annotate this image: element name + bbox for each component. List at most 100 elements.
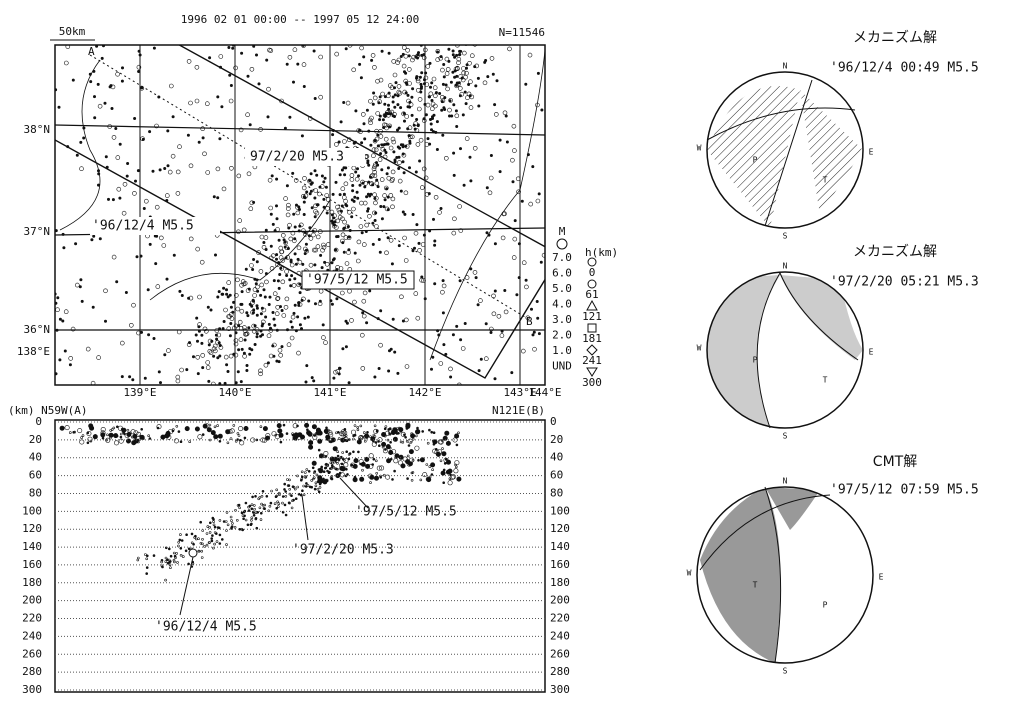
map-dot xyxy=(378,95,382,99)
map-dot xyxy=(347,288,352,294)
section-dot xyxy=(286,478,289,481)
section-dot xyxy=(454,465,458,469)
map-dot xyxy=(359,200,364,206)
section-dot xyxy=(218,439,222,443)
map-dot xyxy=(449,375,453,379)
map-dot xyxy=(454,65,460,71)
map-dot xyxy=(285,273,289,277)
map-dot xyxy=(118,196,122,200)
section-dot xyxy=(385,444,391,450)
map-dot xyxy=(460,346,466,351)
map-dot xyxy=(411,249,415,253)
map-dot xyxy=(225,288,229,292)
map-dot xyxy=(321,335,326,340)
map-dot xyxy=(536,316,540,320)
section-dot xyxy=(126,428,130,432)
depth-label: 40 xyxy=(29,451,42,464)
map-dot xyxy=(440,289,445,295)
map-dot xyxy=(109,84,113,88)
depth-label: 0 xyxy=(35,415,42,428)
map-dot xyxy=(504,114,508,118)
map-dot xyxy=(304,242,308,246)
nodal-plane xyxy=(706,79,856,227)
map-dot xyxy=(366,161,370,165)
map-dot xyxy=(464,70,469,76)
map-dot xyxy=(194,333,198,337)
section-dot xyxy=(304,485,308,488)
map-dot xyxy=(454,113,460,119)
section-dot xyxy=(215,540,219,543)
map-dot xyxy=(71,78,75,82)
legend-title: M xyxy=(559,225,566,238)
section-dot xyxy=(304,475,308,479)
map-dot xyxy=(438,92,442,96)
map-dot xyxy=(68,363,72,367)
map-dot xyxy=(247,287,251,291)
legend-symbol xyxy=(587,257,597,267)
section-dot xyxy=(203,544,206,548)
section-dot xyxy=(260,437,266,443)
section-dot xyxy=(120,427,124,431)
section-dot xyxy=(377,444,381,448)
map-dot xyxy=(289,320,293,324)
section-dot xyxy=(185,533,188,537)
map-dot xyxy=(239,282,244,288)
map-dot xyxy=(360,112,366,117)
section-dot xyxy=(299,434,305,440)
section-dot xyxy=(86,430,92,436)
legend-symbol xyxy=(556,238,568,250)
map-dot xyxy=(310,376,314,380)
map-dot xyxy=(371,242,375,246)
section-dot xyxy=(388,446,392,450)
map-dot xyxy=(365,108,369,112)
section-dot xyxy=(399,440,403,444)
map-dot xyxy=(115,155,121,160)
map-dot xyxy=(332,376,336,380)
map-dot xyxy=(268,326,272,330)
section-dot xyxy=(201,529,204,532)
map-dot xyxy=(401,52,405,56)
map-dot xyxy=(420,71,424,75)
section-frame xyxy=(54,419,546,693)
map-dot xyxy=(245,363,249,367)
section-dot xyxy=(276,500,279,504)
depth-label: 240 xyxy=(22,629,42,642)
cross-section: (km) N59W(A) N121E(B) '97/5/12 M5.5 '97/… xyxy=(8,404,570,696)
section-dot xyxy=(372,457,376,461)
map-dot xyxy=(414,76,418,80)
section-dot xyxy=(406,454,410,458)
lon-label: 143°E xyxy=(503,386,536,399)
section-dot xyxy=(364,456,370,462)
map-dot xyxy=(434,91,438,95)
map-dot xyxy=(529,307,533,311)
section-dot xyxy=(381,441,387,447)
map-dot xyxy=(379,143,384,149)
section-dot xyxy=(389,440,392,444)
section-dot xyxy=(100,426,106,432)
map-dot xyxy=(352,199,356,203)
section-dot xyxy=(414,445,420,451)
map-dot xyxy=(188,341,192,345)
map-dot xyxy=(416,51,420,55)
map-dot xyxy=(516,189,521,195)
map-dot xyxy=(65,45,71,49)
map-dot xyxy=(381,118,385,122)
event-count: N=11546 xyxy=(499,26,545,39)
map-dot xyxy=(449,80,453,84)
section-dot xyxy=(310,440,314,444)
map-dot xyxy=(438,36,440,38)
section-dot xyxy=(243,425,249,431)
section-dot xyxy=(169,566,172,570)
map-dot xyxy=(152,46,156,50)
map-dot xyxy=(58,317,62,321)
map-dot xyxy=(376,185,380,189)
map-dot xyxy=(298,222,304,228)
map-dot xyxy=(249,67,255,72)
map-dot xyxy=(406,93,410,97)
map-dot xyxy=(340,204,344,208)
map-dot xyxy=(418,137,424,143)
map-dot xyxy=(56,296,60,300)
mechanism-label: N xyxy=(783,62,788,71)
section-dot xyxy=(301,489,304,493)
depth-label: 200 xyxy=(22,594,42,607)
